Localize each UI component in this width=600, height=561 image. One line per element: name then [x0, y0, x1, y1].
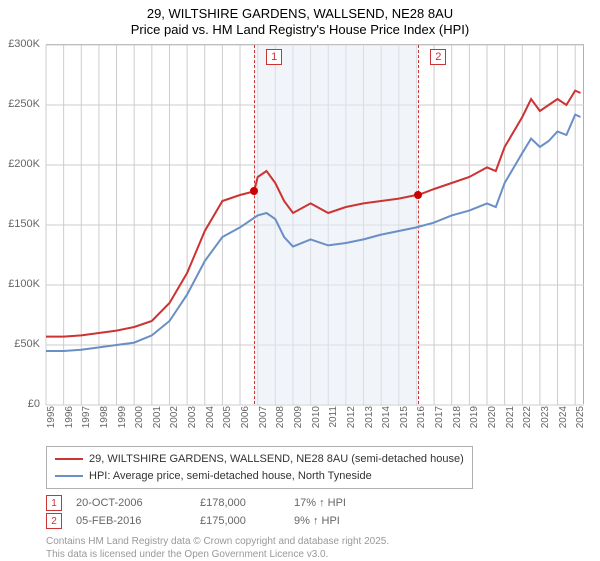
x-tick-label: 2023: [540, 406, 551, 428]
x-tick-label: 2016: [416, 406, 427, 428]
y-tick-label: £100K: [8, 278, 40, 290]
legend-label-1: 29, WILTSHIRE GARDENS, WALLSEND, NE28 8A…: [89, 451, 464, 468]
footer-line2: This data is licensed under the Open Gov…: [46, 548, 584, 561]
x-tick-label: 2008: [275, 406, 286, 428]
x-tick-label: 2025: [575, 406, 586, 428]
x-axis-labels: 1995 1996 1997 1998 1999 2000 2001 2002 2003 2004…: [46, 404, 584, 442]
x-tick-label: 2000: [134, 406, 145, 428]
title-line2: Price paid vs. HM Land Registry's House …: [0, 22, 600, 38]
legend-swatch-2: [55, 475, 83, 477]
x-tick-label: 2011: [328, 406, 339, 428]
x-tick-label: 2005: [222, 406, 233, 428]
x-tick-label: 2004: [205, 406, 216, 428]
x-tick-label: 1996: [64, 406, 75, 428]
x-tick-label: 1999: [117, 406, 128, 428]
x-tick-label: 2006: [240, 406, 251, 428]
x-tick-label: 2001: [152, 406, 163, 428]
title: 29, WILTSHIRE GARDENS, WALLSEND, NE28 8A…: [0, 0, 600, 39]
sale-delta: 9% ↑ HPI: [294, 515, 384, 527]
legend-box: 29, WILTSHIRE GARDENS, WALLSEND, NE28 8A…: [46, 446, 473, 489]
legend-label-2: HPI: Average price, semi-detached house,…: [89, 468, 372, 485]
x-tick-label: 1995: [46, 406, 57, 428]
y-tick-label: £50K: [14, 338, 40, 350]
y-axis-labels: £0£50K£100K£150K£200K£250K£300K: [0, 44, 44, 404]
y-tick-label: £200K: [8, 158, 40, 170]
y-tick-label: £300K: [8, 38, 40, 50]
legend-row-1: 29, WILTSHIRE GARDENS, WALLSEND, NE28 8A…: [55, 451, 464, 468]
sale-price: £178,000: [200, 497, 280, 509]
x-tick-label: 2012: [346, 406, 357, 428]
sale-row: 1 20-OCT-2006 £178,000 17% ↑ HPI: [46, 495, 584, 511]
x-tick-label: 2010: [311, 406, 322, 428]
series-property: [46, 91, 581, 337]
sale-delta: 17% ↑ HPI: [294, 497, 384, 509]
y-tick-label: £250K: [8, 98, 40, 110]
x-tick-label: 2022: [522, 406, 533, 428]
x-tick-label: 2021: [505, 406, 516, 428]
sale-number-icon: 1: [46, 495, 62, 511]
legend-row-2: HPI: Average price, semi-detached house,…: [55, 468, 464, 485]
series-hpi: [46, 115, 581, 351]
price-marker-icon: [414, 191, 422, 199]
title-line1: 29, WILTSHIRE GARDENS, WALLSEND, NE28 8A…: [0, 6, 600, 22]
x-tick-label: 2017: [434, 406, 445, 428]
y-tick-label: £0: [28, 398, 40, 410]
x-tick-label: 2024: [558, 406, 569, 428]
sale-number-icon: 2: [46, 513, 62, 529]
sale-price: £175,000: [200, 515, 280, 527]
x-tick-label: 2013: [364, 406, 375, 428]
x-tick-label: 2019: [469, 406, 480, 428]
x-tick-label: 1997: [81, 406, 92, 428]
sale-rows: 1 20-OCT-2006 £178,000 17% ↑ HPI 2 05-FEB-201…: [46, 495, 584, 529]
footer: Contains HM Land Registry data © Crown c…: [46, 535, 584, 561]
x-tick-label: 2018: [452, 406, 463, 428]
x-tick-label: 1998: [99, 406, 110, 428]
x-tick-label: 2014: [381, 406, 392, 428]
sale-date: 05-FEB-2016: [76, 515, 186, 527]
x-tick-label: 2007: [258, 406, 269, 428]
x-tick-label: 2009: [293, 406, 304, 428]
x-tick-label: 2015: [399, 406, 410, 428]
sale-row: 2 05-FEB-2016 £175,000 9% ↑ HPI: [46, 513, 584, 529]
legend-area: 29, WILTSHIRE GARDENS, WALLSEND, NE28 8A…: [46, 446, 584, 561]
sale-date: 20-OCT-2006: [76, 497, 186, 509]
x-tick-label: 2002: [169, 406, 180, 428]
x-tick-label: 2003: [187, 406, 198, 428]
footer-line1: Contains HM Land Registry data © Crown c…: [46, 535, 584, 548]
x-tick-label: 2020: [487, 406, 498, 428]
price-marker-icon: [250, 187, 258, 195]
legend-swatch-1: [55, 458, 83, 460]
chart-plot-area: 12: [46, 44, 584, 404]
y-tick-label: £150K: [8, 218, 40, 230]
